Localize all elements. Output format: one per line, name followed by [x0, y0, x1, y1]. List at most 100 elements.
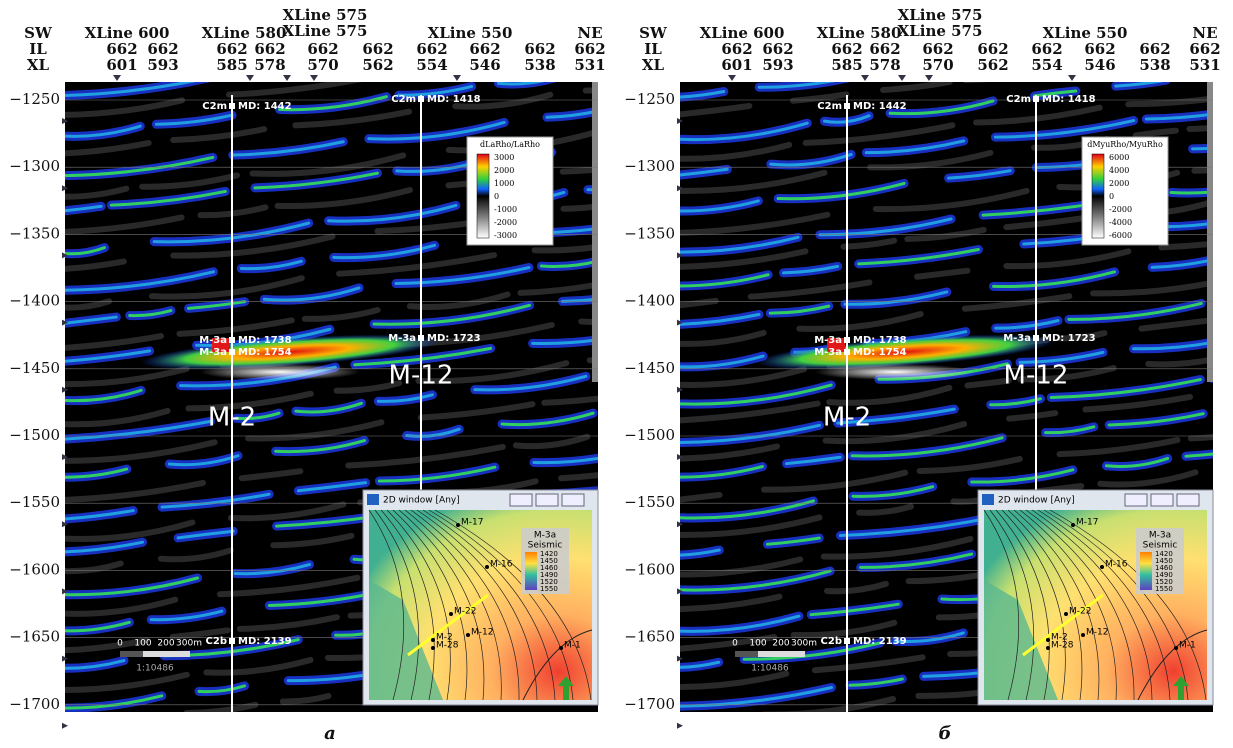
map-color-bar — [1140, 552, 1152, 590]
well-point — [229, 349, 235, 355]
reflection — [274, 187, 413, 210]
reflection — [1107, 412, 1205, 427]
reflection — [160, 492, 271, 509]
well-point — [844, 337, 850, 343]
reflection — [594, 142, 598, 152]
il-label: 662 — [831, 40, 862, 58]
y-tick-label: −1250 — [9, 90, 60, 108]
reflection — [65, 407, 171, 428]
y-tick-label: −1300 — [9, 157, 60, 175]
contour — [422, 509, 556, 701]
reflection — [170, 126, 268, 144]
map-legend-title: Seismic — [1143, 541, 1178, 551]
reflection — [176, 317, 295, 337]
reflection — [417, 401, 536, 421]
reflection — [169, 627, 231, 640]
window-button[interactable] — [561, 493, 585, 507]
well-marker — [113, 75, 121, 81]
xline-label: XLine 580 — [202, 24, 287, 42]
well-point — [844, 349, 850, 355]
reflection — [790, 91, 850, 104]
reflection — [970, 468, 1075, 484]
reflection — [680, 329, 767, 347]
row-label: XL — [27, 56, 50, 74]
contour — [1137, 629, 1208, 701]
row-label: SW — [639, 24, 668, 42]
tick-marker — [677, 185, 683, 192]
window-button[interactable] — [1150, 493, 1174, 507]
il-label: 662 — [574, 40, 605, 58]
reflection — [593, 602, 598, 606]
window-button[interactable] — [1176, 493, 1200, 507]
reflection — [539, 259, 598, 269]
window-button[interactable] — [509, 493, 533, 507]
reflection — [231, 140, 345, 157]
reflection — [1006, 410, 1059, 422]
tick-marker — [677, 521, 683, 528]
color-bar — [1091, 153, 1105, 239]
y-tick-label: −1400 — [624, 292, 675, 310]
window-button[interactable] — [1124, 493, 1148, 507]
map-legend-label: 1550 — [1155, 585, 1173, 593]
legend-label: 2000 — [1109, 179, 1129, 188]
reflection — [216, 574, 361, 598]
ne-label: NE — [1192, 24, 1217, 42]
reflection — [1044, 425, 1096, 435]
legend-label: -1000 — [494, 205, 517, 214]
reflection — [680, 121, 809, 142]
reflection — [851, 485, 935, 498]
map-well-label: M-22 — [1069, 607, 1091, 617]
xl-label: 593 — [147, 56, 178, 74]
tick-marker — [62, 588, 68, 595]
reflection — [796, 311, 924, 332]
tick-marker — [677, 655, 683, 662]
reflection — [65, 246, 106, 256]
panel: −1250 −1300 −1350 −1400 −1450 −1500 −1550 −1600… — [624, 6, 1220, 744]
reflection — [680, 660, 721, 669]
md-label: MD: 1723 — [427, 333, 481, 344]
reflection — [394, 266, 531, 286]
xline-label: XLine 575 — [898, 22, 983, 40]
y-tick-label: −1550 — [624, 493, 675, 511]
reflection — [802, 122, 956, 146]
reflection — [367, 120, 506, 141]
map-well-label: M-1 — [564, 641, 581, 651]
map-well-label: M-28 — [436, 641, 459, 651]
xl-label: 601 — [721, 56, 752, 74]
reflection — [65, 596, 179, 617]
reflection — [139, 172, 241, 190]
il-label: 662 — [1031, 40, 1062, 58]
reflection — [765, 536, 821, 546]
reflection — [836, 407, 956, 425]
window-button[interactable] — [535, 493, 559, 507]
reflection — [680, 614, 801, 633]
well-marker — [246, 75, 254, 81]
md-label: MD: 2139 — [238, 636, 292, 647]
scale-bar — [120, 651, 190, 657]
map-well — [1081, 633, 1085, 637]
reflection — [65, 637, 150, 654]
reflection — [65, 333, 165, 351]
xl-label: 554 — [1031, 56, 1062, 74]
well-name: M-2 — [823, 403, 871, 433]
reflection — [296, 481, 368, 493]
reflection — [973, 104, 1103, 126]
il-label: 662 — [307, 40, 338, 58]
y-tick-label: −1700 — [9, 695, 60, 713]
map-well — [456, 523, 460, 527]
well-marker — [310, 75, 318, 81]
legend-label: -3000 — [494, 231, 517, 240]
reflection — [680, 383, 833, 406]
reflection — [262, 286, 361, 302]
reflection — [270, 532, 355, 549]
tick-marker — [62, 252, 68, 259]
reflection — [742, 641, 882, 661]
y-tick-label: −1600 — [9, 560, 60, 578]
reflection — [680, 167, 729, 177]
map-well-label: M-22 — [454, 607, 476, 617]
reflection — [680, 141, 793, 162]
reflection — [785, 455, 842, 466]
reflection — [680, 169, 828, 194]
anomaly-white — [200, 364, 360, 380]
reflection — [558, 472, 598, 482]
